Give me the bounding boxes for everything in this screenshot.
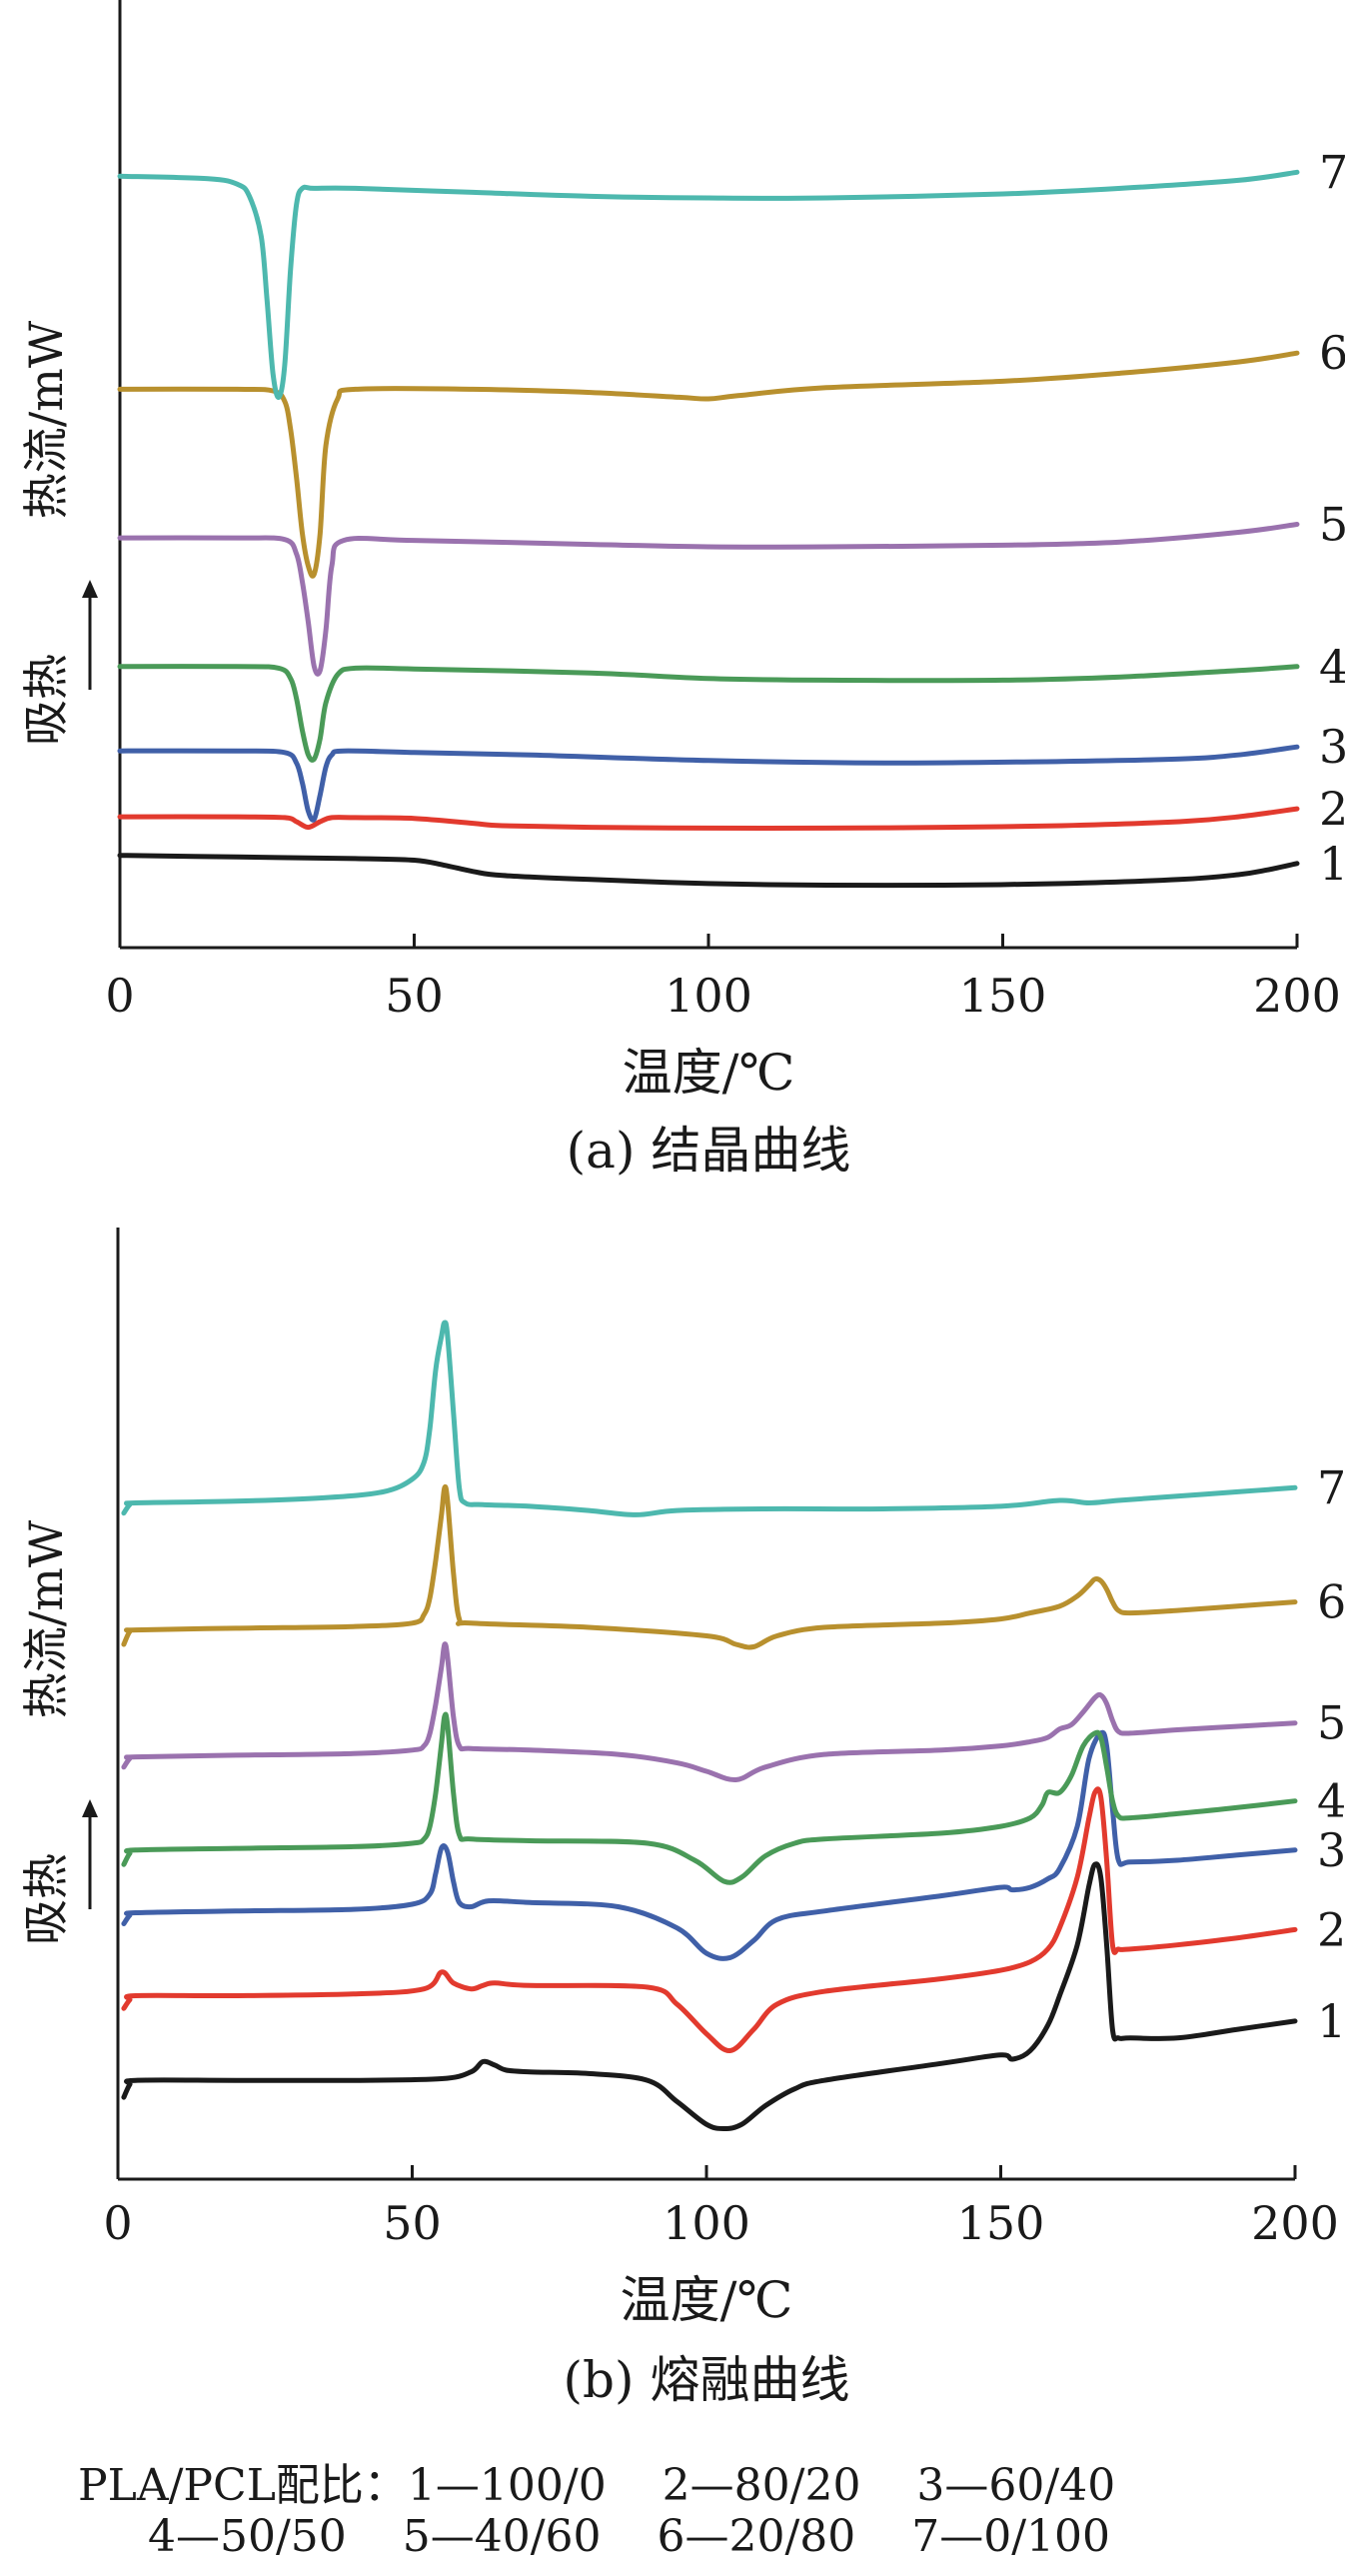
endotherm-label: 吸热	[19, 1853, 73, 1945]
legend-line-1: PLA/PCL配比：1—100/0 2—80/20 3—60/40	[78, 2460, 1116, 2511]
series-label-5: 5	[1319, 497, 1345, 551]
x-tick-label: 100	[663, 2196, 750, 2250]
x-tick-label: 0	[103, 2196, 132, 2250]
series-label-1: 1	[1319, 837, 1345, 891]
series-line-5	[121, 1641, 1298, 1783]
chart-caption: (a) 结晶曲线	[567, 1122, 851, 1180]
series-label-2: 2	[1319, 782, 1345, 836]
series-label-2: 2	[1317, 1902, 1345, 1956]
endotherm-arrow-head	[82, 580, 98, 598]
x-axis-label: 温度/℃	[621, 2271, 793, 2329]
series-label-4: 4	[1319, 640, 1345, 694]
x-axis-label: 温度/℃	[623, 1044, 795, 1102]
legend-line-2: 4—50/50 5—40/60 6—20/80 7—0/100	[148, 2511, 1111, 2562]
x-tick-label: 150	[957, 2196, 1045, 2250]
series-line-6	[117, 350, 1300, 579]
series-label-7: 7	[1319, 145, 1345, 199]
series-label-1: 1	[1317, 1994, 1345, 2048]
endotherm-arrow-head	[82, 1799, 98, 1817]
series-line-3	[117, 744, 1300, 823]
series-line-6	[121, 1483, 1298, 1650]
series-line-4	[117, 664, 1300, 763]
y-axis-label: 热流/mW	[19, 320, 73, 519]
series-line-5	[117, 522, 1300, 677]
x-tick-label: 50	[385, 969, 444, 1023]
x-tick-label: 100	[665, 969, 752, 1023]
series-line-7	[117, 169, 1300, 400]
series-label-3: 3	[1317, 1823, 1345, 1877]
x-tick-label: 50	[383, 2196, 442, 2250]
series-line-2	[121, 1786, 1298, 2053]
series-label-4: 4	[1317, 1774, 1345, 1828]
series-line-1	[117, 853, 1300, 889]
x-tick-label: 200	[1251, 2196, 1339, 2250]
series-line-7	[121, 1319, 1298, 1517]
series-label-6: 6	[1319, 326, 1345, 380]
endotherm-label: 吸热	[19, 654, 73, 746]
chart-caption: (b) 熔融曲线	[564, 2351, 850, 2409]
x-tick-label: 200	[1253, 969, 1341, 1023]
series-line-1	[121, 1861, 1298, 2132]
series-label-6: 6	[1317, 1575, 1345, 1629]
x-tick-label: 0	[105, 969, 134, 1023]
x-tick-label: 150	[959, 969, 1047, 1023]
series-line-4	[121, 1711, 1298, 1885]
series-label-3: 3	[1319, 720, 1345, 774]
series-label-5: 5	[1317, 1696, 1345, 1750]
chart-panel-a: 0 50 100 150 200 温度/℃ (a) 结晶曲线 热流/mW 吸热 12 3 4 5 6 7	[19, 0, 1345, 1180]
series-line-2	[117, 806, 1300, 831]
series-label-7: 7	[1317, 1460, 1345, 1514]
y-axis-label: 热流/mW	[19, 1519, 73, 1718]
series-line-3	[121, 1729, 1298, 1961]
chart-panel-b: 0 50 100 150 200 温度/℃ (b) 熔融曲线 热流/mW 吸热 1 2 34 5 6 7	[19, 1228, 1345, 2409]
